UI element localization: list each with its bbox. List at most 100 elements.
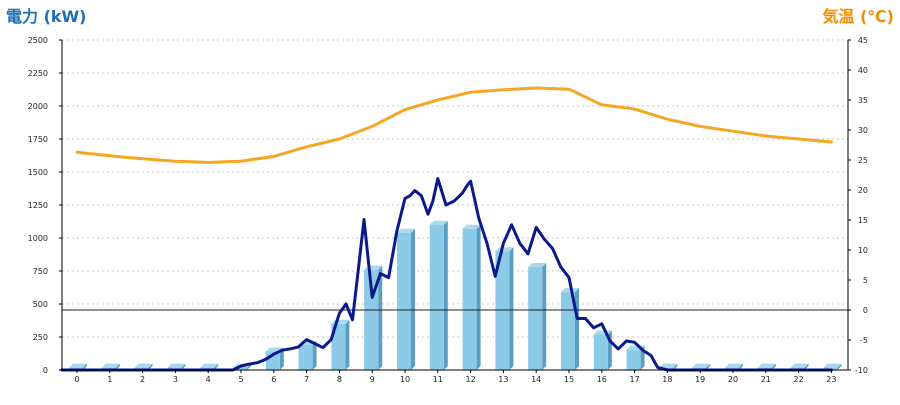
x-tick-label: 7	[304, 375, 309, 384]
bar-side	[83, 363, 87, 370]
temperature-line	[75, 86, 833, 164]
bar-front	[397, 232, 411, 370]
bar-side	[673, 363, 678, 370]
bar-side	[443, 220, 448, 370]
x-tick-label: 16	[597, 375, 607, 384]
bar-side	[575, 288, 579, 370]
bar-10	[397, 228, 415, 370]
bar-top	[134, 363, 153, 368]
bar-side	[804, 363, 809, 370]
x-tick-label: 15	[564, 375, 574, 384]
left-axis-title: 電力 (kW)	[6, 7, 87, 26]
bar-side	[509, 247, 514, 370]
bar-series	[69, 220, 842, 370]
bar-12	[462, 224, 481, 370]
bar-top	[790, 363, 809, 368]
right-tick-label: 35	[858, 96, 868, 105]
line-series	[60, 86, 833, 372]
x-tick-label: 21	[761, 375, 771, 384]
bar-side	[837, 363, 842, 370]
bar-front	[462, 228, 477, 370]
right-tick-label: 45	[858, 36, 868, 45]
x-tick-label: 18	[662, 375, 672, 384]
bar-top	[495, 247, 514, 252]
bar-side	[214, 363, 219, 370]
bar-side	[312, 340, 317, 370]
bar-side	[345, 319, 350, 370]
bar-13	[495, 247, 514, 370]
bar-side	[739, 363, 743, 370]
x-tick-label: 17	[630, 375, 640, 384]
bar-top	[528, 263, 547, 268]
bar-front	[561, 292, 575, 370]
bar-front	[528, 267, 543, 370]
right-axis-ticks: -10 -5 0 5 10 15 20 25 30 35 40 45	[848, 36, 868, 375]
left-tick-label: 750	[33, 267, 48, 276]
x-tick-label: 0	[74, 375, 79, 384]
bar-front	[331, 323, 346, 370]
bar-11	[429, 220, 448, 370]
bar-front	[364, 269, 379, 370]
bar-front	[233, 367, 247, 370]
x-tick-label: 22	[794, 375, 804, 384]
x-tick-label: 23	[826, 375, 836, 384]
x-tick-label: 3	[173, 375, 178, 384]
axes	[61, 40, 849, 371]
x-tick-label: 6	[271, 375, 276, 384]
x-tick-label: 9	[370, 375, 375, 384]
bar-top	[692, 363, 711, 368]
grid	[62, 39, 848, 338]
bar-top	[101, 363, 120, 368]
left-axis-ticks: 0 250 500 750 1000 1250 1500 1750 2000 2250 2500	[28, 36, 62, 375]
right-tick-label: -5	[860, 336, 868, 345]
bar-top	[200, 363, 219, 368]
bar-side	[542, 263, 547, 370]
power-line	[60, 177, 833, 372]
bar-front	[593, 334, 608, 370]
right-tick-label: 0	[863, 306, 868, 315]
bar-top	[823, 363, 842, 368]
x-tick-label: 13	[498, 375, 508, 384]
bar-front	[626, 349, 641, 370]
bar-top	[757, 363, 776, 368]
x-axis-ticks: 0 1 2 3 4 5 6 7 8 9 10 11 12 13 14 15 16 17 18 19 20 21 22 23	[74, 370, 836, 384]
right-tick-label: 25	[858, 156, 868, 165]
right-tick-label: 15	[858, 216, 868, 225]
left-tick-label: 1000	[28, 234, 48, 243]
left-tick-label: 1500	[28, 168, 48, 177]
x-tick-label: 2	[140, 375, 145, 384]
left-tick-label: 2000	[28, 102, 48, 111]
bar-side	[115, 363, 120, 370]
bar-side	[771, 363, 776, 370]
bar-top	[167, 363, 186, 368]
x-tick-label: 5	[238, 375, 243, 384]
bar-side	[476, 224, 481, 370]
bar-side	[378, 265, 383, 370]
left-tick-label: 500	[33, 300, 48, 309]
right-tick-label: 40	[858, 66, 868, 75]
left-tick-label: 1250	[28, 201, 48, 210]
bar-side	[706, 363, 711, 370]
right-tick-label: -10	[855, 366, 868, 375]
x-tick-label: 8	[337, 375, 342, 384]
bar-side	[279, 347, 284, 370]
right-tick-label: 30	[858, 126, 868, 135]
right-tick-label: 20	[858, 186, 868, 195]
bar-front	[429, 224, 444, 370]
bar-top	[69, 363, 87, 368]
x-tick-label: 1	[107, 375, 112, 384]
left-tick-label: 1750	[28, 135, 48, 144]
bar-8	[331, 319, 350, 370]
x-tick-label: 20	[728, 375, 738, 384]
x-tick-label: 10	[400, 375, 410, 384]
bar-side	[411, 228, 415, 370]
x-tick-label: 19	[695, 375, 705, 384]
bar-15	[561, 288, 579, 370]
bar-side	[181, 363, 186, 370]
left-tick-label: 2250	[28, 69, 48, 78]
bar-side	[148, 363, 153, 370]
bar-top	[462, 224, 481, 229]
right-tick-label: 10	[858, 246, 868, 255]
left-tick-label: 0	[43, 366, 48, 375]
